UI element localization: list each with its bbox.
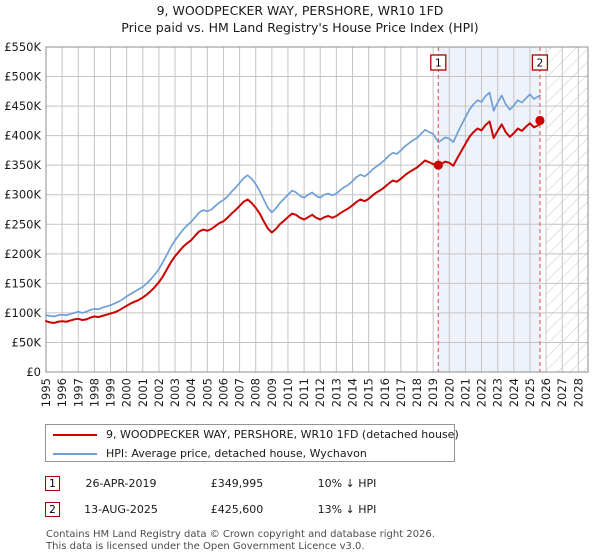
series-line-hpi bbox=[45, 91, 541, 318]
x-axis-tick-label: 2006 bbox=[216, 378, 230, 407]
legend-label-price-paid: 9, WOODPECKER WAY, PERSHORE, WR10 1FD (d… bbox=[106, 428, 459, 441]
title-line-primary: 9, WOODPECKER WAY, PERSHORE, WR10 1FD bbox=[156, 3, 444, 18]
legend-item-hpi: HPI: Average price, detached house, Wych… bbox=[46, 444, 454, 463]
x-axis-tick-label: 2013 bbox=[329, 378, 343, 407]
transaction-span-shading bbox=[438, 47, 540, 372]
transaction-badge-1: 1 bbox=[45, 475, 60, 491]
attribution-footer: Contains HM Land Registry data © Crown c… bbox=[46, 529, 586, 552]
x-axis-tick-label: 2024 bbox=[507, 378, 521, 407]
transaction-point-marker bbox=[433, 160, 443, 170]
x-axis-tick-label: 2005 bbox=[200, 378, 214, 407]
x-axis-tick-label: 2017 bbox=[394, 378, 408, 407]
x-axis-tick-label: 2028 bbox=[571, 378, 585, 407]
x-axis-tick-label: 2025 bbox=[523, 378, 537, 407]
marker-badge-box bbox=[430, 54, 447, 71]
x-axis-tick-label: 2009 bbox=[265, 378, 279, 407]
plot-frame bbox=[45, 46, 589, 373]
x-axis-tick-label: 1999 bbox=[104, 378, 118, 407]
legend-item-price-paid: 9, WOODPECKER WAY, PERSHORE, WR10 1FD (d… bbox=[46, 425, 459, 444]
transaction-date-2: 13-AUG-2025 bbox=[84, 502, 158, 516]
x-axis-tick-label: 2019 bbox=[426, 378, 440, 407]
legend-swatch-price-paid bbox=[53, 433, 97, 436]
transaction-hpi-delta-2: 13% ↓ HPI bbox=[317, 502, 377, 516]
x-axis-tick-label: 2015 bbox=[362, 378, 376, 407]
y-axis-tick-label: £400K bbox=[4, 129, 41, 143]
y-axis-tick-label: £200K bbox=[4, 247, 41, 261]
transaction-point-marker bbox=[535, 115, 545, 126]
x-axis-tick-label: 2016 bbox=[378, 378, 392, 407]
transaction-price-2: £425,600 bbox=[210, 502, 264, 516]
y-axis-tick-label: £150K bbox=[4, 276, 41, 290]
x-axis-tick-label: 2022 bbox=[475, 378, 489, 407]
y-axis-tick-label: £100K bbox=[4, 306, 41, 320]
y-axis-tick-label: £250K bbox=[4, 217, 41, 231]
x-axis-tick-label: 2014 bbox=[345, 378, 359, 407]
y-axis-tick-label: £550K bbox=[4, 40, 41, 54]
marker-badge-label: 2 bbox=[537, 58, 544, 70]
x-axis-tick-label: 2004 bbox=[184, 378, 198, 407]
title-line-secondary: Price paid vs. HM Land Registry's House … bbox=[121, 20, 479, 35]
x-axis-tick-label: 2027 bbox=[555, 378, 569, 407]
x-axis-tick-label: 2026 bbox=[539, 378, 553, 407]
legend-label-hpi: HPI: Average price, detached house, Wych… bbox=[106, 447, 367, 460]
x-axis-tick-label: 2020 bbox=[442, 378, 456, 407]
y-axis-tick-label: £450K bbox=[4, 99, 41, 113]
y-axis-tick-label: £300K bbox=[4, 188, 41, 202]
projection-hatch-region bbox=[546, 47, 588, 372]
x-axis-tick-label: 2002 bbox=[152, 378, 166, 407]
x-axis-tick-label: 2008 bbox=[249, 378, 263, 407]
marker-badge-label: 1 bbox=[435, 58, 442, 70]
x-axis-tick-label: 2003 bbox=[168, 378, 182, 407]
y-axis-tick-label: £50K bbox=[12, 335, 42, 349]
x-axis-tick-label: 2000 bbox=[120, 378, 134, 407]
legend-swatch-hpi bbox=[53, 452, 97, 455]
transaction-badge-2: 2 bbox=[45, 501, 60, 517]
marker-badge-box bbox=[531, 54, 549, 71]
table-row: 1 26-APR-2019 £349,995 10% ↓ HPI bbox=[45, 470, 465, 496]
page-title: 9, WOODPECKER WAY, PERSHORE, WR10 1FD Pr… bbox=[0, 2, 600, 36]
hpi-chart: £0 £50K £100K £150K £200K £250K £300K £350K £400… bbox=[4, 40, 589, 407]
series-line-price-paid bbox=[45, 120, 541, 324]
table-row: 2 13-AUG-2025 £425,600 13% ↓ HPI bbox=[45, 496, 465, 522]
x-axis-tick-label: 1997 bbox=[71, 378, 85, 407]
transaction-list: 1 26-APR-2019 £349,995 10% ↓ HPI 2 13-AU… bbox=[45, 470, 465, 522]
x-axis-tick-label: 2012 bbox=[313, 378, 327, 407]
transaction-date-1: 26-APR-2019 bbox=[85, 476, 157, 490]
y-axis-tick-label: £500K bbox=[4, 70, 41, 84]
x-axis-tick-label: 2021 bbox=[458, 378, 472, 407]
x-axis-tick-label: 2011 bbox=[297, 378, 311, 407]
x-axis-tick-label: 1996 bbox=[55, 378, 69, 407]
footer-copyright: Contains HM Land Registry data © Crown c… bbox=[46, 529, 435, 540]
transaction-hpi-delta-1: 10% ↓ HPI bbox=[317, 476, 377, 490]
x-axis-tick-label: 2001 bbox=[136, 378, 150, 407]
x-axis-tick-label: 2018 bbox=[410, 378, 424, 407]
y-axis-tick-label: £350K bbox=[4, 158, 41, 172]
x-axis-tick-label: 1998 bbox=[87, 378, 101, 407]
transaction-price-1: £349,995 bbox=[210, 476, 264, 490]
chart-legend: 9, WOODPECKER WAY, PERSHORE, WR10 1FD (d… bbox=[45, 424, 459, 463]
x-axis-tick-label: 2010 bbox=[281, 378, 295, 407]
x-axis-tick-label: 2007 bbox=[233, 378, 247, 407]
x-axis-tick-label: 2023 bbox=[491, 378, 505, 407]
x-axis-tick-label: 1995 bbox=[39, 378, 53, 407]
plot-canvas: £0 £50K £100K £150K £200K £250K £300K £350K £400… bbox=[4, 40, 589, 407]
y-axis-tick-label: £0 bbox=[26, 365, 41, 379]
footer-licence: This data is licensed under the Open Gov… bbox=[46, 540, 365, 552]
